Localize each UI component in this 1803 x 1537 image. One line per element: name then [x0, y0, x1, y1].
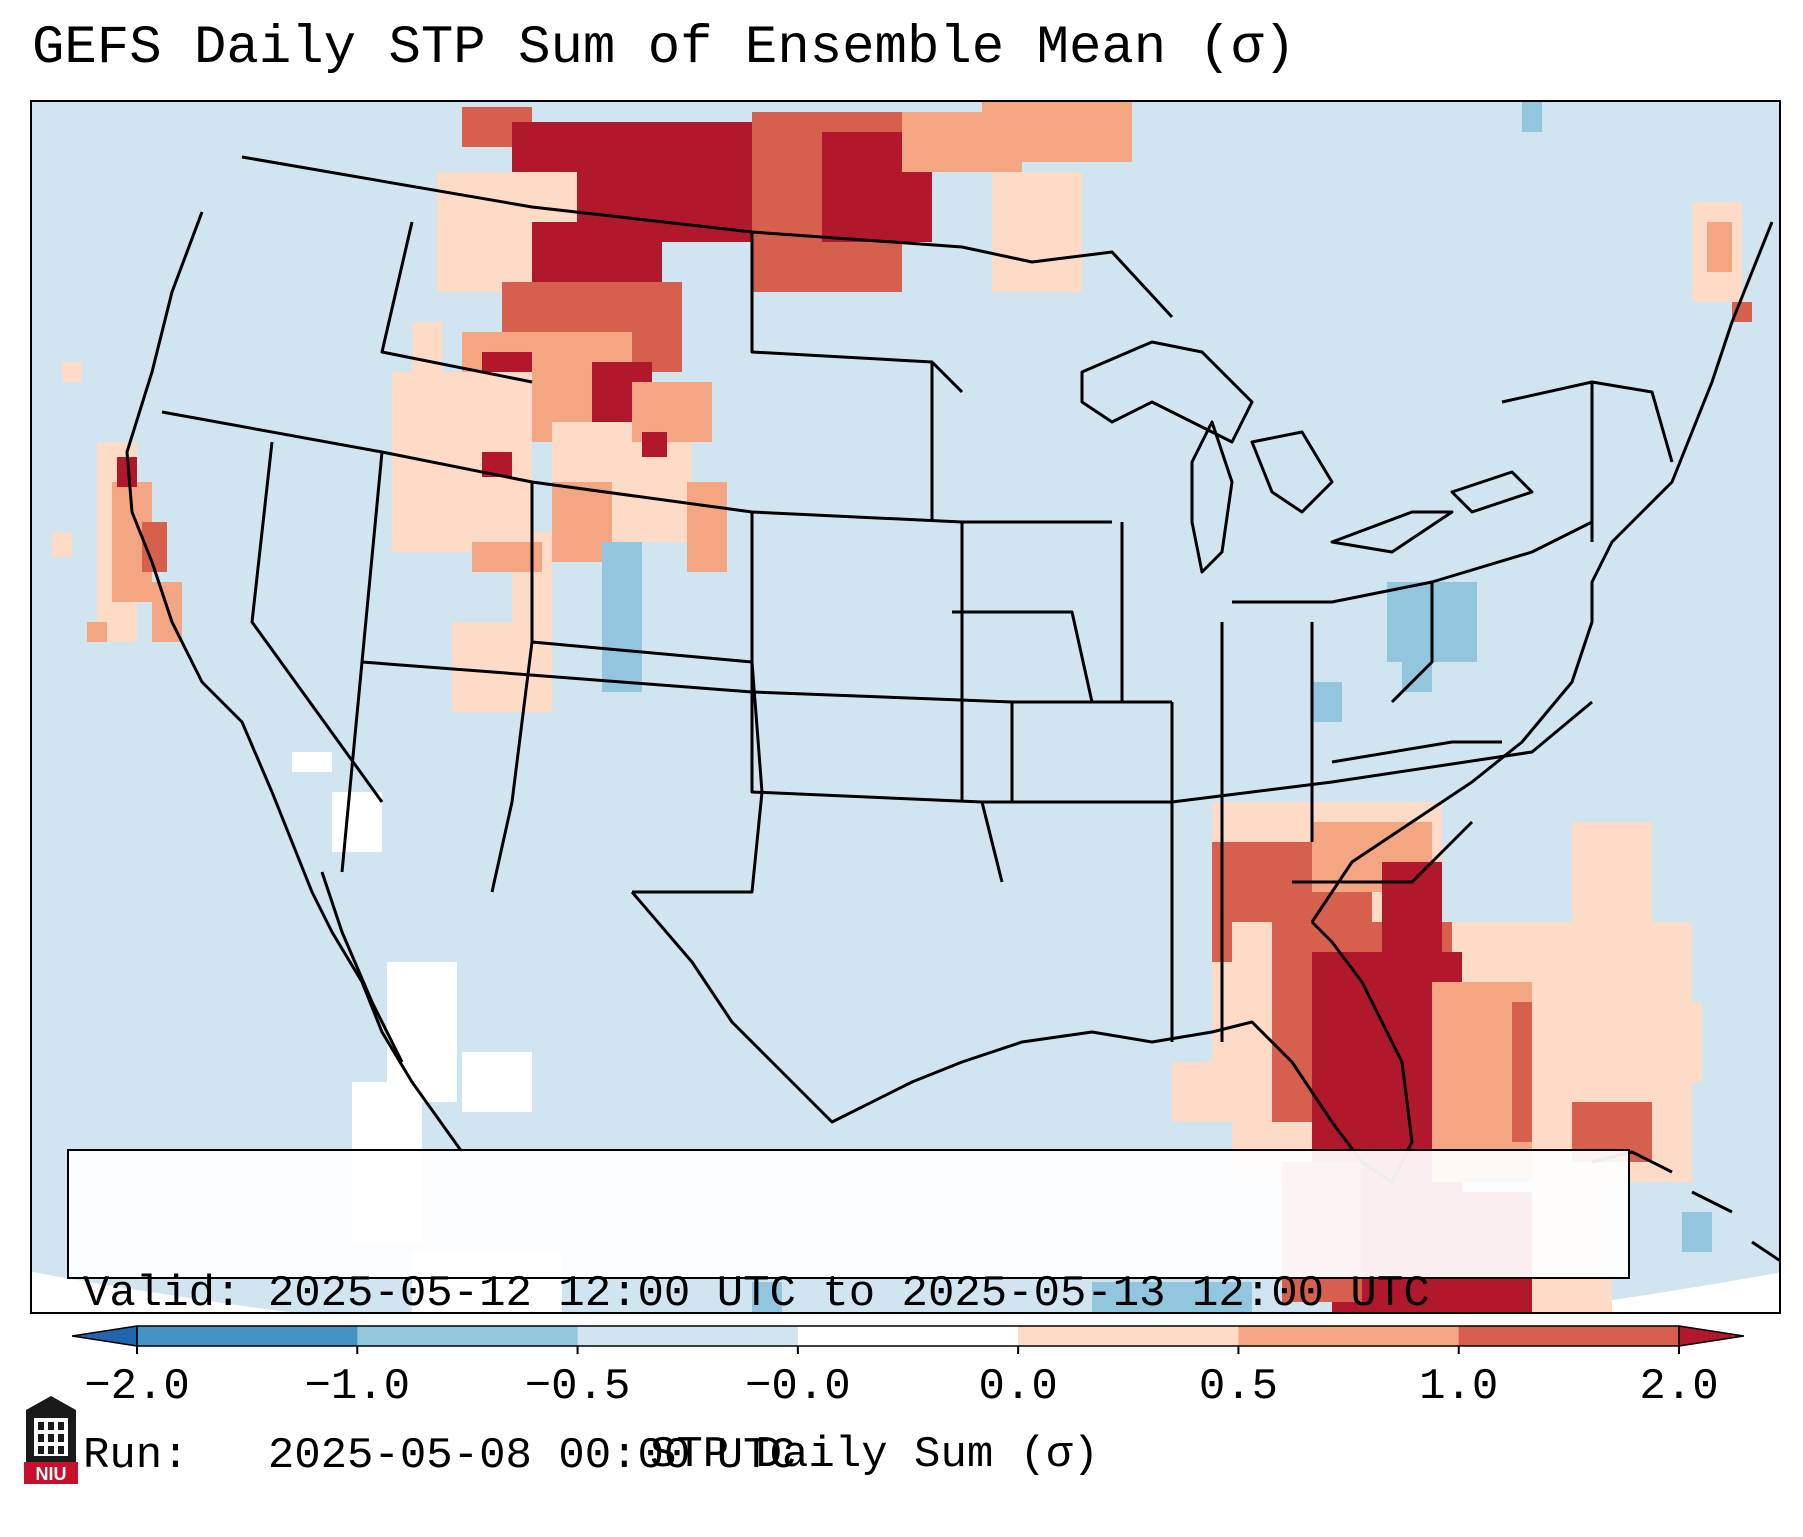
- west-coast: [125, 211, 464, 1153]
- colorbar: [72, 1325, 1744, 1354]
- colorbar-tick-label: −2.0: [84, 1362, 190, 1412]
- gulf-coast: [630, 891, 1414, 1184]
- lake-michigan: [1190, 420, 1234, 574]
- colorbar-tick-label: −1.0: [304, 1362, 411, 1412]
- colorbar-bin: [137, 1326, 358, 1346]
- run-row: Run: 2025-05-08 00:00 UTC: [83, 1429, 1628, 1483]
- colorbar-bin: [1238, 1326, 1460, 1346]
- colorbar-tick-label: 2.0: [1639, 1362, 1719, 1412]
- logo-text: NIU: [36, 1464, 67, 1484]
- colorbar-label: STP Daily Sum (σ): [650, 1430, 1099, 1480]
- baja-coast: [320, 871, 404, 1063]
- us-canada-border: [241, 155, 1174, 319]
- lake-erie: [1330, 510, 1454, 554]
- colorbar-tick-label: 0.0: [978, 1362, 1058, 1412]
- boundaries: [125, 155, 1774, 1184]
- colorbar-outline: [136, 1325, 1680, 1347]
- run-label: Run:: [83, 1431, 189, 1481]
- lake-ontario: [1450, 470, 1534, 514]
- colorbar-tick-label: 1.0: [1419, 1362, 1499, 1412]
- valid-run-info-box: Valid: 2025-05-12 12:00 UTC to 2025-05-1…: [67, 1149, 1630, 1481]
- valid-row: Valid: 2025-05-12 12:00 UTC to 2025-05-1…: [83, 1267, 1628, 1321]
- colorbar-bin: [797, 1326, 1019, 1346]
- east-coast: [1310, 221, 1774, 923]
- colorbar-extend-low: [72, 1325, 138, 1347]
- figure-title: GEFS Daily STP Sum of Ensemble Mean (σ): [32, 18, 1296, 79]
- run-value: 2025-05-08 00:00 UTC: [267, 1431, 796, 1481]
- conus-map: [32, 102, 1779, 1312]
- map-panel: [30, 100, 1781, 1314]
- niu-logo: NIU: [24, 1396, 78, 1484]
- anomaly-northeast: [1692, 202, 1752, 322]
- colorbar-tick-label: 0.5: [1198, 1362, 1279, 1412]
- valid-label: Valid:: [83, 1269, 242, 1319]
- colorbar-extend-high: [1678, 1325, 1744, 1347]
- colorbar-bin: [577, 1326, 799, 1346]
- colorbar-tick-label: −0.5: [524, 1362, 631, 1412]
- lake-huron: [1250, 430, 1334, 514]
- colorbar-bin: [1458, 1326, 1680, 1346]
- valid-value: 2025-05-12 12:00 UTC to 2025-05-13 12:00…: [267, 1269, 1430, 1319]
- colorbar-tick-label: −0.0: [745, 1362, 851, 1412]
- lake-superior: [1080, 340, 1254, 444]
- colorbar-bin: [357, 1326, 579, 1346]
- colorbar-bin: [1018, 1326, 1239, 1346]
- anomaly-northwest: [392, 102, 1132, 712]
